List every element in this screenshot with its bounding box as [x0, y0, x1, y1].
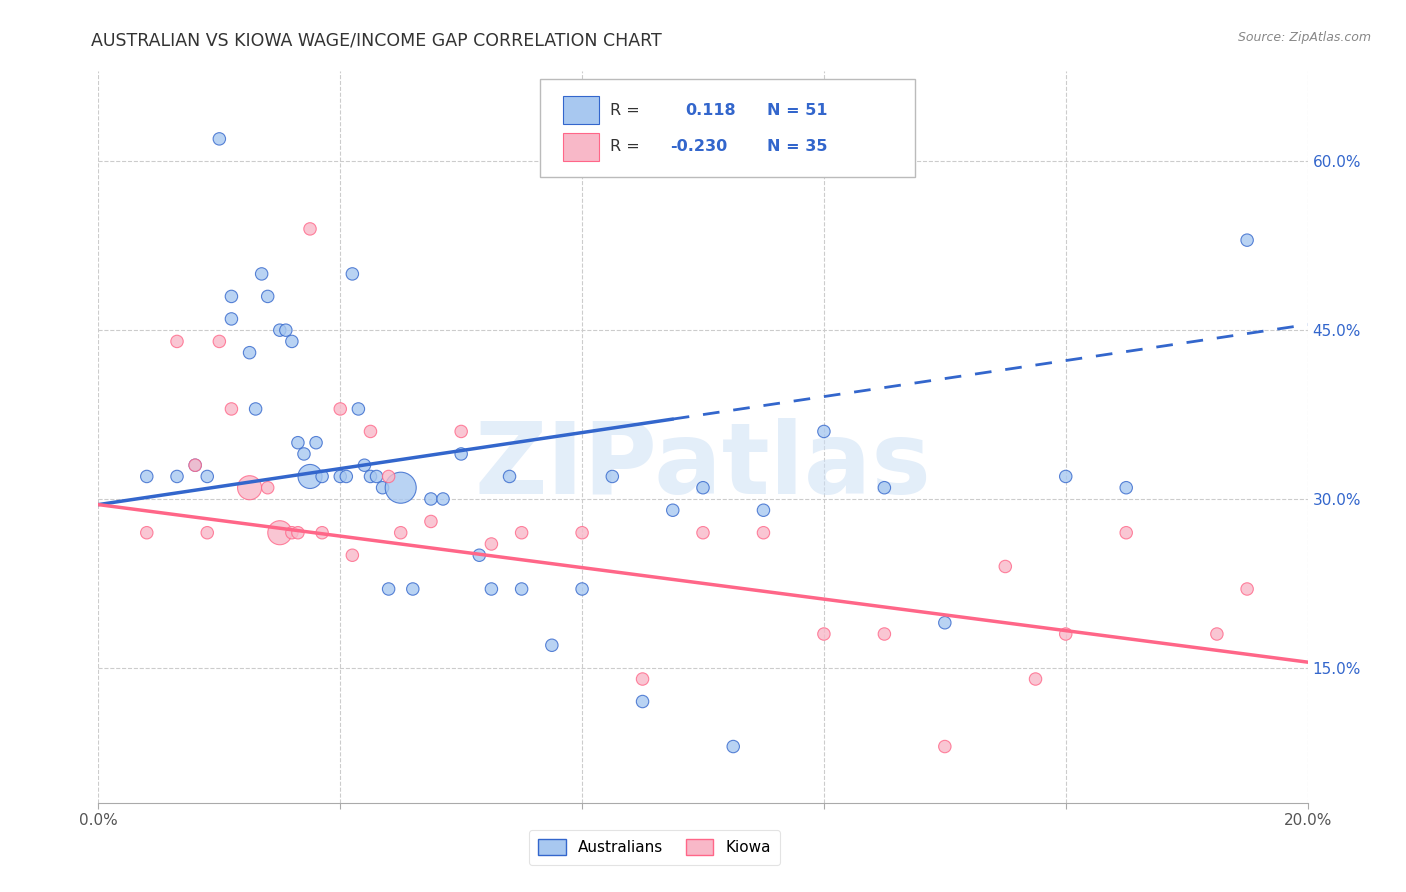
Text: R =: R =: [610, 103, 640, 118]
Point: [510, 525, 533, 540]
Point: [571, 582, 593, 596]
Text: 0.118: 0.118: [685, 103, 735, 118]
Point: [299, 222, 322, 236]
Point: [347, 401, 370, 416]
Point: [184, 458, 207, 473]
Point: [602, 469, 624, 483]
Point: [342, 267, 364, 281]
Point: [631, 672, 654, 686]
Point: [166, 469, 188, 483]
Text: Source: ZipAtlas.com: Source: ZipAtlas.com: [1237, 31, 1371, 45]
Point: [813, 425, 835, 439]
Point: [420, 515, 443, 529]
Point: [1054, 627, 1077, 641]
Point: [184, 458, 207, 473]
Point: [371, 481, 394, 495]
Point: [1236, 582, 1258, 596]
Point: [510, 582, 533, 596]
Point: [269, 323, 291, 337]
Point: [468, 548, 491, 562]
Point: [166, 334, 188, 349]
Text: AUSTRALIAN VS KIOWA WAGE/INCOME GAP CORRELATION CHART: AUSTRALIAN VS KIOWA WAGE/INCOME GAP CORR…: [91, 31, 662, 49]
Point: [432, 491, 454, 506]
Point: [1115, 481, 1137, 495]
Point: [498, 469, 520, 483]
Point: [135, 525, 157, 540]
Point: [239, 345, 262, 359]
Point: [256, 481, 278, 495]
Point: [195, 525, 218, 540]
FancyBboxPatch shape: [540, 78, 915, 178]
Point: [239, 481, 262, 495]
Point: [245, 401, 267, 416]
FancyBboxPatch shape: [562, 133, 599, 161]
Point: [360, 469, 382, 483]
Point: [752, 525, 775, 540]
Point: [661, 503, 683, 517]
Point: [274, 323, 297, 337]
Point: [450, 425, 472, 439]
Text: -0.230: -0.230: [671, 139, 727, 154]
Point: [402, 582, 425, 596]
Point: [299, 469, 322, 483]
Point: [1206, 627, 1229, 641]
Point: [873, 481, 896, 495]
Point: [934, 739, 956, 754]
Point: [450, 447, 472, 461]
Point: [366, 469, 388, 483]
Point: [135, 469, 157, 483]
Point: [311, 469, 333, 483]
Point: [281, 525, 304, 540]
Point: [305, 435, 328, 450]
Point: [281, 334, 304, 349]
Point: [329, 401, 352, 416]
Point: [1054, 469, 1077, 483]
Point: [540, 638, 562, 652]
Point: [269, 525, 291, 540]
Point: [481, 582, 503, 596]
Point: [377, 582, 399, 596]
Point: [377, 469, 399, 483]
Legend: Australians, Kiowa: Australians, Kiowa: [529, 830, 780, 864]
Text: ZIPatlas: ZIPatlas: [475, 417, 931, 515]
Point: [813, 627, 835, 641]
Point: [221, 312, 243, 326]
Point: [389, 525, 412, 540]
Point: [420, 491, 443, 506]
Point: [208, 334, 231, 349]
Point: [389, 481, 412, 495]
Point: [994, 559, 1017, 574]
Point: [208, 132, 231, 146]
Text: N = 35: N = 35: [768, 139, 828, 154]
Point: [571, 525, 593, 540]
Point: [1115, 525, 1137, 540]
FancyBboxPatch shape: [562, 96, 599, 124]
Point: [195, 469, 218, 483]
Point: [873, 627, 896, 641]
Point: [752, 503, 775, 517]
Point: [311, 525, 333, 540]
Point: [692, 481, 714, 495]
Point: [256, 289, 278, 303]
Point: [329, 469, 352, 483]
Point: [1024, 672, 1046, 686]
Point: [221, 401, 243, 416]
Text: R =: R =: [610, 139, 640, 154]
Point: [287, 525, 309, 540]
Point: [335, 469, 357, 483]
Point: [287, 435, 309, 450]
Point: [692, 525, 714, 540]
Point: [631, 694, 654, 708]
Point: [292, 447, 315, 461]
Point: [250, 267, 273, 281]
Point: [723, 739, 745, 754]
Point: [360, 425, 382, 439]
Text: N = 51: N = 51: [768, 103, 828, 118]
Point: [342, 548, 364, 562]
Point: [221, 289, 243, 303]
Point: [353, 458, 375, 473]
Point: [934, 615, 956, 630]
Point: [1236, 233, 1258, 247]
Point: [481, 537, 503, 551]
